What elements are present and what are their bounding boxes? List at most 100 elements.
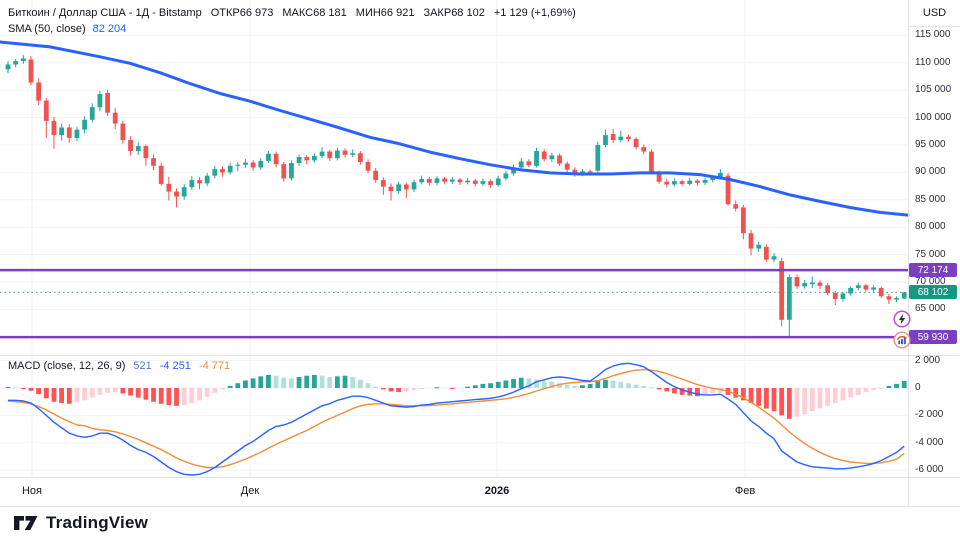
macd-label: MACD (close, 12, 26, 9)	[8, 360, 126, 372]
macd-histogram-bar	[365, 383, 371, 388]
candle-body	[273, 153, 279, 165]
candle-body	[618, 136, 624, 141]
macd-histogram-bar	[28, 388, 34, 391]
tradingview-logo[interactable]: TradingView	[14, 513, 148, 533]
candle-body	[534, 151, 539, 166]
candle-body	[832, 292, 838, 299]
candle-body	[281, 164, 287, 179]
macd-histogram-bar	[649, 387, 654, 389]
ohlc-open: ОТКР66 973	[210, 7, 274, 19]
candle-body	[725, 175, 731, 205]
event-bar-chart-icon	[898, 340, 901, 345]
macd-histogram-bar	[66, 388, 72, 404]
candle-body	[327, 151, 333, 159]
macd-hist-value: 521	[133, 360, 152, 372]
price-tick-label: 100 000	[915, 111, 952, 123]
macd-histogram-bar	[235, 383, 241, 388]
symbol-title[interactable]: Биткоин / Доллар США - 1Д - Bitstamp	[8, 7, 202, 19]
price-tick-label: 65 000	[915, 303, 946, 315]
macd-histogram-bar	[794, 388, 800, 417]
sma-legend[interactable]: SMA (50, close) 82 204	[8, 23, 126, 35]
price-tick-label: 70 000	[915, 276, 946, 287]
macd-histogram-bar	[488, 383, 493, 388]
candle-body	[717, 172, 723, 178]
macd-histogram-bar	[809, 388, 815, 412]
candle-body	[756, 244, 762, 249]
macd-histogram-bar	[143, 388, 149, 400]
macd-histogram-bar	[250, 378, 256, 388]
macd-histogram-bar	[419, 388, 425, 389]
macd-histogram-bar	[672, 388, 677, 394]
candle-body	[695, 180, 700, 183]
candle-body	[626, 136, 631, 139]
macd-histogram-bar	[656, 388, 662, 390]
candle-body	[243, 162, 248, 165]
macd-histogram-bar	[243, 380, 248, 388]
macd-histogram-bar	[878, 388, 884, 389]
price-tick-label: 75 000	[915, 248, 946, 260]
candle-body	[419, 178, 425, 183]
candle-body	[786, 277, 792, 320]
macd-histogram-bar	[786, 388, 792, 419]
candle-body	[901, 292, 907, 299]
candle-body	[350, 153, 356, 155]
macd-histogram-bar	[710, 388, 716, 394]
macd-histogram-bar	[626, 383, 631, 388]
macd-histogram-bar	[20, 388, 26, 389]
macd-histogram-bar	[51, 388, 57, 402]
macd-histogram-bar	[434, 387, 440, 389]
macd-histogram-bar	[886, 385, 892, 388]
candle-body	[779, 261, 785, 320]
candle-body	[679, 181, 685, 184]
candle-body	[702, 180, 708, 183]
candle-body	[304, 157, 310, 161]
macd-histogram-bar	[695, 388, 700, 397]
economic-event-icon[interactable]	[893, 331, 911, 349]
lightning-icon	[898, 313, 906, 325]
macd-histogram-bar	[403, 388, 409, 392]
macd-histogram-bar	[825, 388, 831, 406]
macd-histogram-bar	[740, 388, 746, 401]
macd-histogram-bar	[855, 388, 861, 395]
candle-body	[687, 180, 693, 184]
candle-body	[135, 146, 141, 152]
candle-body	[610, 134, 616, 141]
macd-histogram-bar	[5, 386, 11, 388]
candle-body	[258, 160, 264, 168]
price-axis[interactable]: 115 000 110 000 105 000 100 000 95 000 90 000…	[908, 0, 960, 506]
macd-histogram-bar	[802, 388, 808, 415]
candle-body	[541, 151, 547, 160]
macd-histogram-bar	[342, 375, 348, 388]
macd-histogram-bar	[151, 388, 156, 402]
macd-legend[interactable]: MACD (close, 12, 26, 9) 521 -4 251 -4 77…	[8, 360, 230, 372]
macd-histogram-bar	[227, 385, 233, 388]
macd-histogram-bar	[197, 388, 202, 401]
candle-body	[158, 165, 164, 184]
candle-body	[740, 207, 746, 234]
candle-body	[380, 180, 386, 187]
macd-histogram-bar	[189, 388, 195, 404]
candle-body	[457, 179, 463, 183]
candle-body	[266, 153, 271, 161]
macd-histogram-bar	[135, 388, 141, 398]
event-curve-icon	[897, 336, 907, 340]
candle-body	[289, 163, 294, 179]
macd-histogram-bar	[595, 381, 601, 388]
macd-tick-label: 2 000	[915, 354, 941, 366]
macd-histogram-bar	[380, 388, 386, 390]
macd-histogram-bar	[89, 388, 95, 398]
candle-body	[5, 64, 11, 70]
sma-label: SMA (50, close)	[8, 23, 86, 35]
macd-histogram-bar	[258, 376, 264, 388]
macd-histogram-bar	[480, 383, 486, 388]
macd-histogram-bar	[495, 381, 501, 388]
macd-tick-label: 0	[915, 382, 921, 393]
candle-body	[312, 155, 317, 161]
lightning-event-icon[interactable]	[893, 310, 911, 328]
candle-body	[74, 129, 80, 138]
candle-body	[871, 287, 876, 290]
candle-body	[472, 180, 478, 184]
candle-body	[817, 282, 823, 286]
candle-body	[36, 82, 42, 101]
